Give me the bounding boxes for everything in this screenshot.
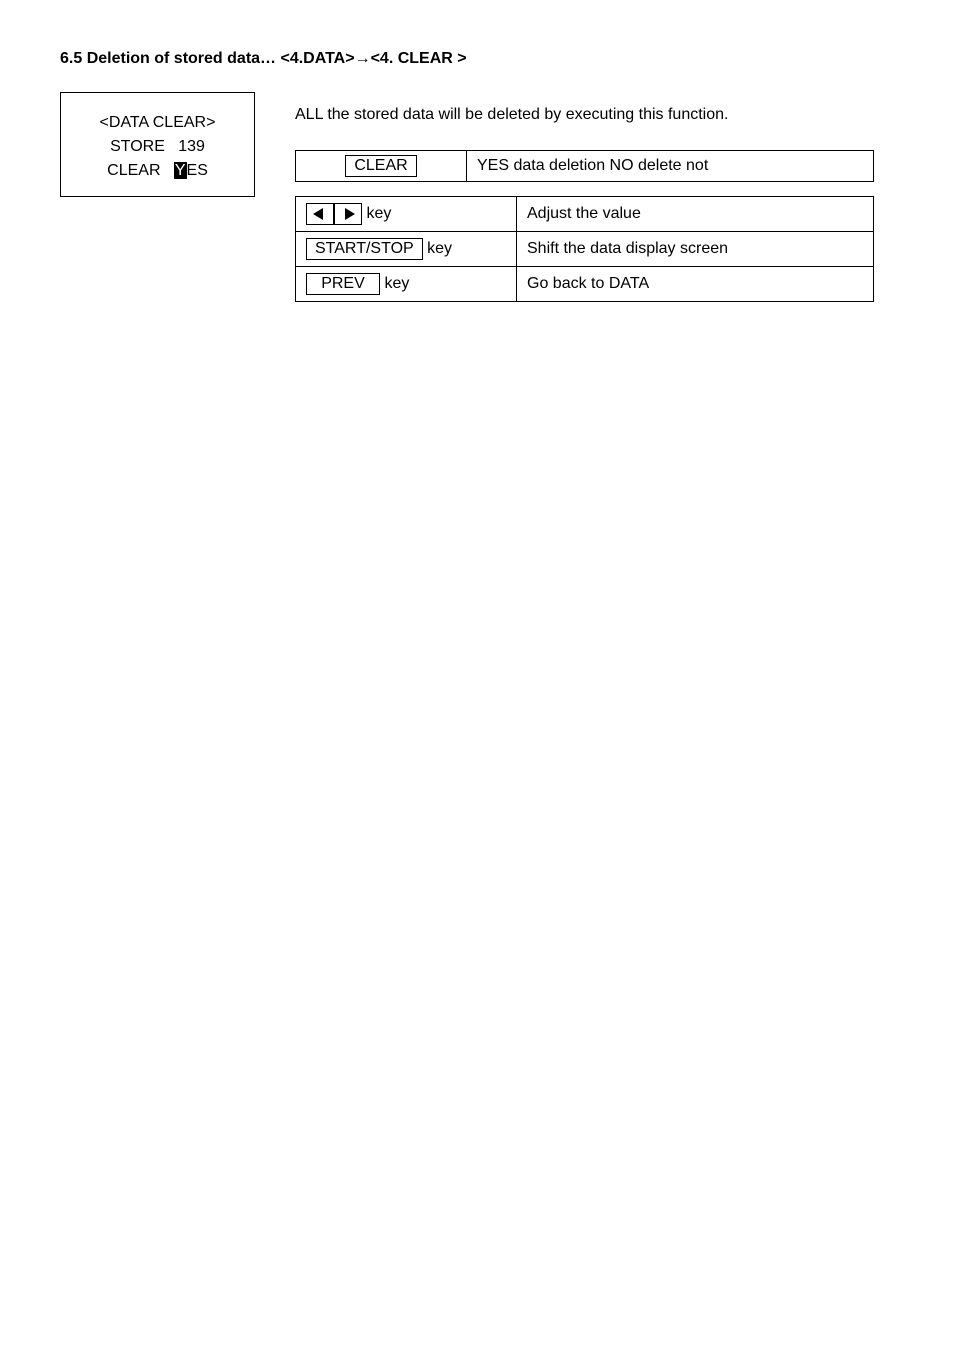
right-arrow-icon: [334, 203, 362, 225]
lcd-line-1: <DATA CLEAR>: [61, 111, 254, 135]
lcd-line-2: STORE 139: [61, 135, 254, 159]
intro-text: ALL the stored data will be deleted by e…: [295, 106, 874, 124]
prev-key-box: PREV: [306, 273, 380, 295]
lcd-line-3: CLEAR YES: [61, 159, 254, 183]
key-description: Go back to DATA: [517, 267, 874, 302]
left-arrow-icon: [306, 203, 334, 225]
start-stop-key-box: START/STOP: [306, 238, 423, 260]
table-row: key Adjust the value: [296, 197, 874, 232]
param-description: YES data deletion NO delete not: [467, 151, 874, 182]
section-heading: 6.5 Deletion of stored data… <4.DATA>→<4…: [60, 50, 874, 68]
clear-param-box: CLEAR: [345, 155, 416, 177]
table-row: PREV key Go back to DATA: [296, 267, 874, 302]
table-row: START/STOP key Shift the data display sc…: [296, 232, 874, 267]
table-row: CLEAR YES data deletion NO delete not: [296, 151, 874, 182]
key-description: Shift the data display screen: [517, 232, 874, 267]
key-suffix: key: [423, 240, 452, 257]
key-suffix: key: [380, 275, 409, 292]
keys-table: key Adjust the value START/STOP key Shif…: [295, 196, 874, 302]
key-description: Adjust the value: [517, 197, 874, 232]
lcd-display-panel: <DATA CLEAR> STORE 139 CLEAR YES: [60, 92, 255, 197]
param-table: CLEAR YES data deletion NO delete not: [295, 150, 874, 182]
key-suffix: key: [362, 205, 391, 222]
